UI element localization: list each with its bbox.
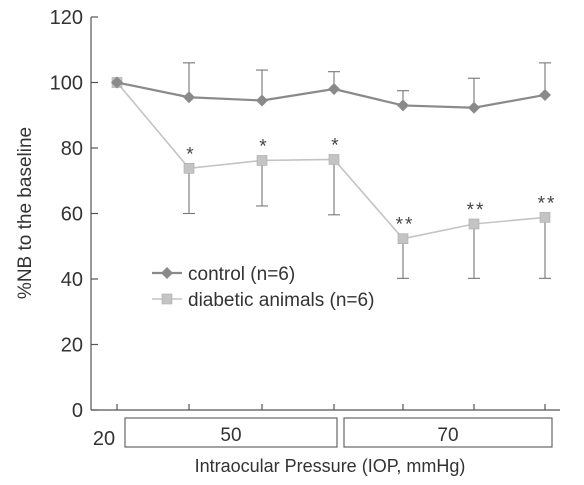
data-point [539,212,551,223]
y-tick-label: 0 [72,400,83,422]
data-point [397,99,409,112]
data-point [256,94,268,107]
legend-entry: diabetic animals (n=6) [188,290,374,311]
data-point [328,154,340,165]
x-axis-label: Intraocular Pressure (IOP, mmHg) [195,456,466,476]
data-point [328,83,340,96]
data-point [111,76,123,89]
y-tick-label: 40 [61,269,83,291]
legend-entry: control (n=6) [188,264,295,285]
data-point [539,88,551,101]
significance-label: ** [396,215,415,236]
x-group-box [343,417,553,448]
data-point [183,163,195,174]
significance-label: * [331,135,340,156]
x-group-label: 70 [437,425,458,446]
y-tick-label: 60 [61,204,83,226]
data-point [183,91,195,104]
y-tick-label: 20 [61,335,83,357]
y-tick-label: 120 [50,7,83,29]
y-tick-label: 100 [50,73,83,95]
data-point [468,218,480,230]
x-group-box [124,417,338,448]
legend-marker [161,293,173,305]
y-axis-label: %NB to the baseline [15,127,36,299]
x-group-label: 50 [220,425,241,446]
significance-label: ** [538,193,557,214]
data-point [468,101,480,114]
significance-label: * [259,136,268,157]
y-tick-label: 80 [61,138,83,160]
x-tick-label-baseline: 20 [93,428,115,450]
legend-marker [161,267,173,279]
significance-label: * [186,144,195,165]
data-point [397,233,409,245]
significance-label: ** [467,200,486,221]
data-point [256,155,268,166]
